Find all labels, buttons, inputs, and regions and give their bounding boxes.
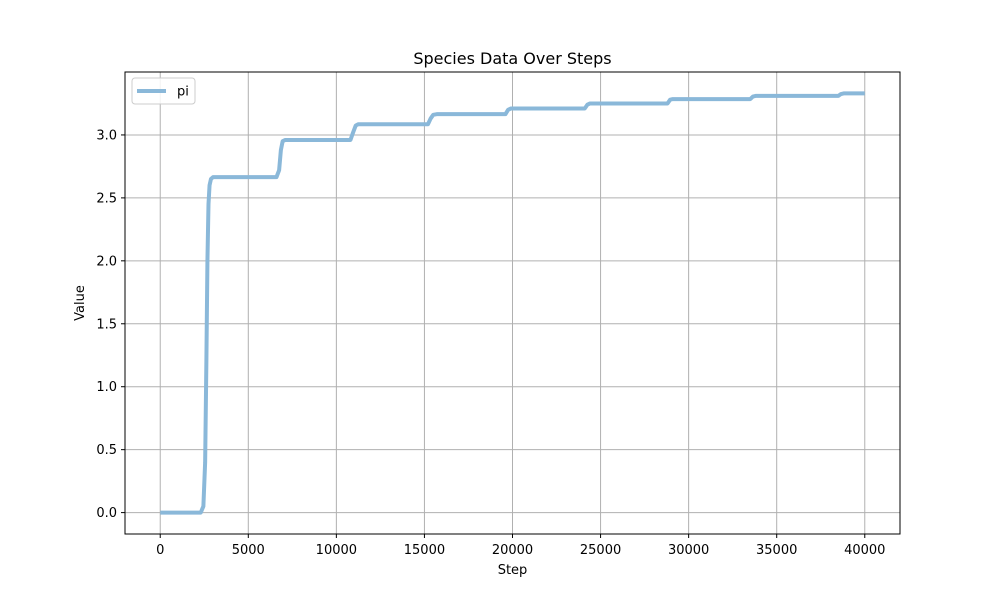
x-tick-label: 0 [156,543,164,558]
series-layer [160,91,865,515]
x-tick-label: 25000 [580,543,621,558]
y-tick-label: 2.5 [96,191,117,206]
series-line-pi [160,91,865,515]
y-tick-label: 3.0 [96,128,117,143]
x-axis-title: Step [498,563,528,578]
x-tick-label: 5000 [232,543,265,558]
x-tick-label: 20000 [492,543,533,558]
chart-title: Species Data Over Steps [413,49,611,68]
legend-label-pi: pi [177,85,189,100]
y-tick-label: 0.5 [96,443,117,458]
y-tick-label: 1.5 [96,317,117,332]
y-tick-label: 0.0 [96,506,117,521]
x-tick-label: 15000 [404,543,445,558]
grid-lines [125,72,900,534]
legend: pi [131,77,196,105]
x-tick-label: 10000 [316,543,357,558]
x-tick-label: 40000 [844,543,885,558]
x-tick-label: 30000 [668,543,709,558]
y-axis-title: Value [73,285,88,321]
y-tick-label: 2.0 [96,254,117,269]
axis-ticks: 0 5000 10000 15000 20000 25000 30000 35000 40000… [96,128,885,558]
y-tick-label: 1.0 [96,380,117,395]
x-tick-label: 35000 [756,543,797,558]
